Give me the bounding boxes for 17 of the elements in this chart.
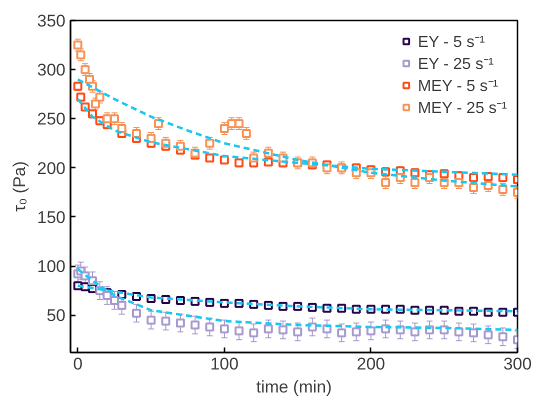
x-tick-label: 200 xyxy=(356,354,386,374)
y-tick-label: 350 xyxy=(37,12,66,30)
legend-label: EY - 25 s⁻¹ xyxy=(418,55,494,74)
y-tick-label: 300 xyxy=(37,60,66,80)
legend-label: EY - 5 s⁻¹ xyxy=(418,33,485,52)
y-tick-label: 250 xyxy=(37,110,66,129)
x-tick-label: 100 xyxy=(210,354,239,374)
x-tick-label: 300 xyxy=(503,354,532,374)
legend-label: MEY - 25 s⁻¹ xyxy=(418,99,507,118)
y-tick-label: 100 xyxy=(37,257,66,276)
legend-label: MEY - 5 s⁻¹ xyxy=(418,77,498,96)
y-tick-label: 50 xyxy=(46,306,66,326)
y-tick-label: 150 xyxy=(37,208,66,227)
x-tick-label: 0 xyxy=(73,354,83,374)
y-axis-title: τ₀ (Pa) xyxy=(10,161,30,212)
y-tick-label: 200 xyxy=(37,158,66,178)
x-axis-title: time (min) xyxy=(256,378,332,396)
